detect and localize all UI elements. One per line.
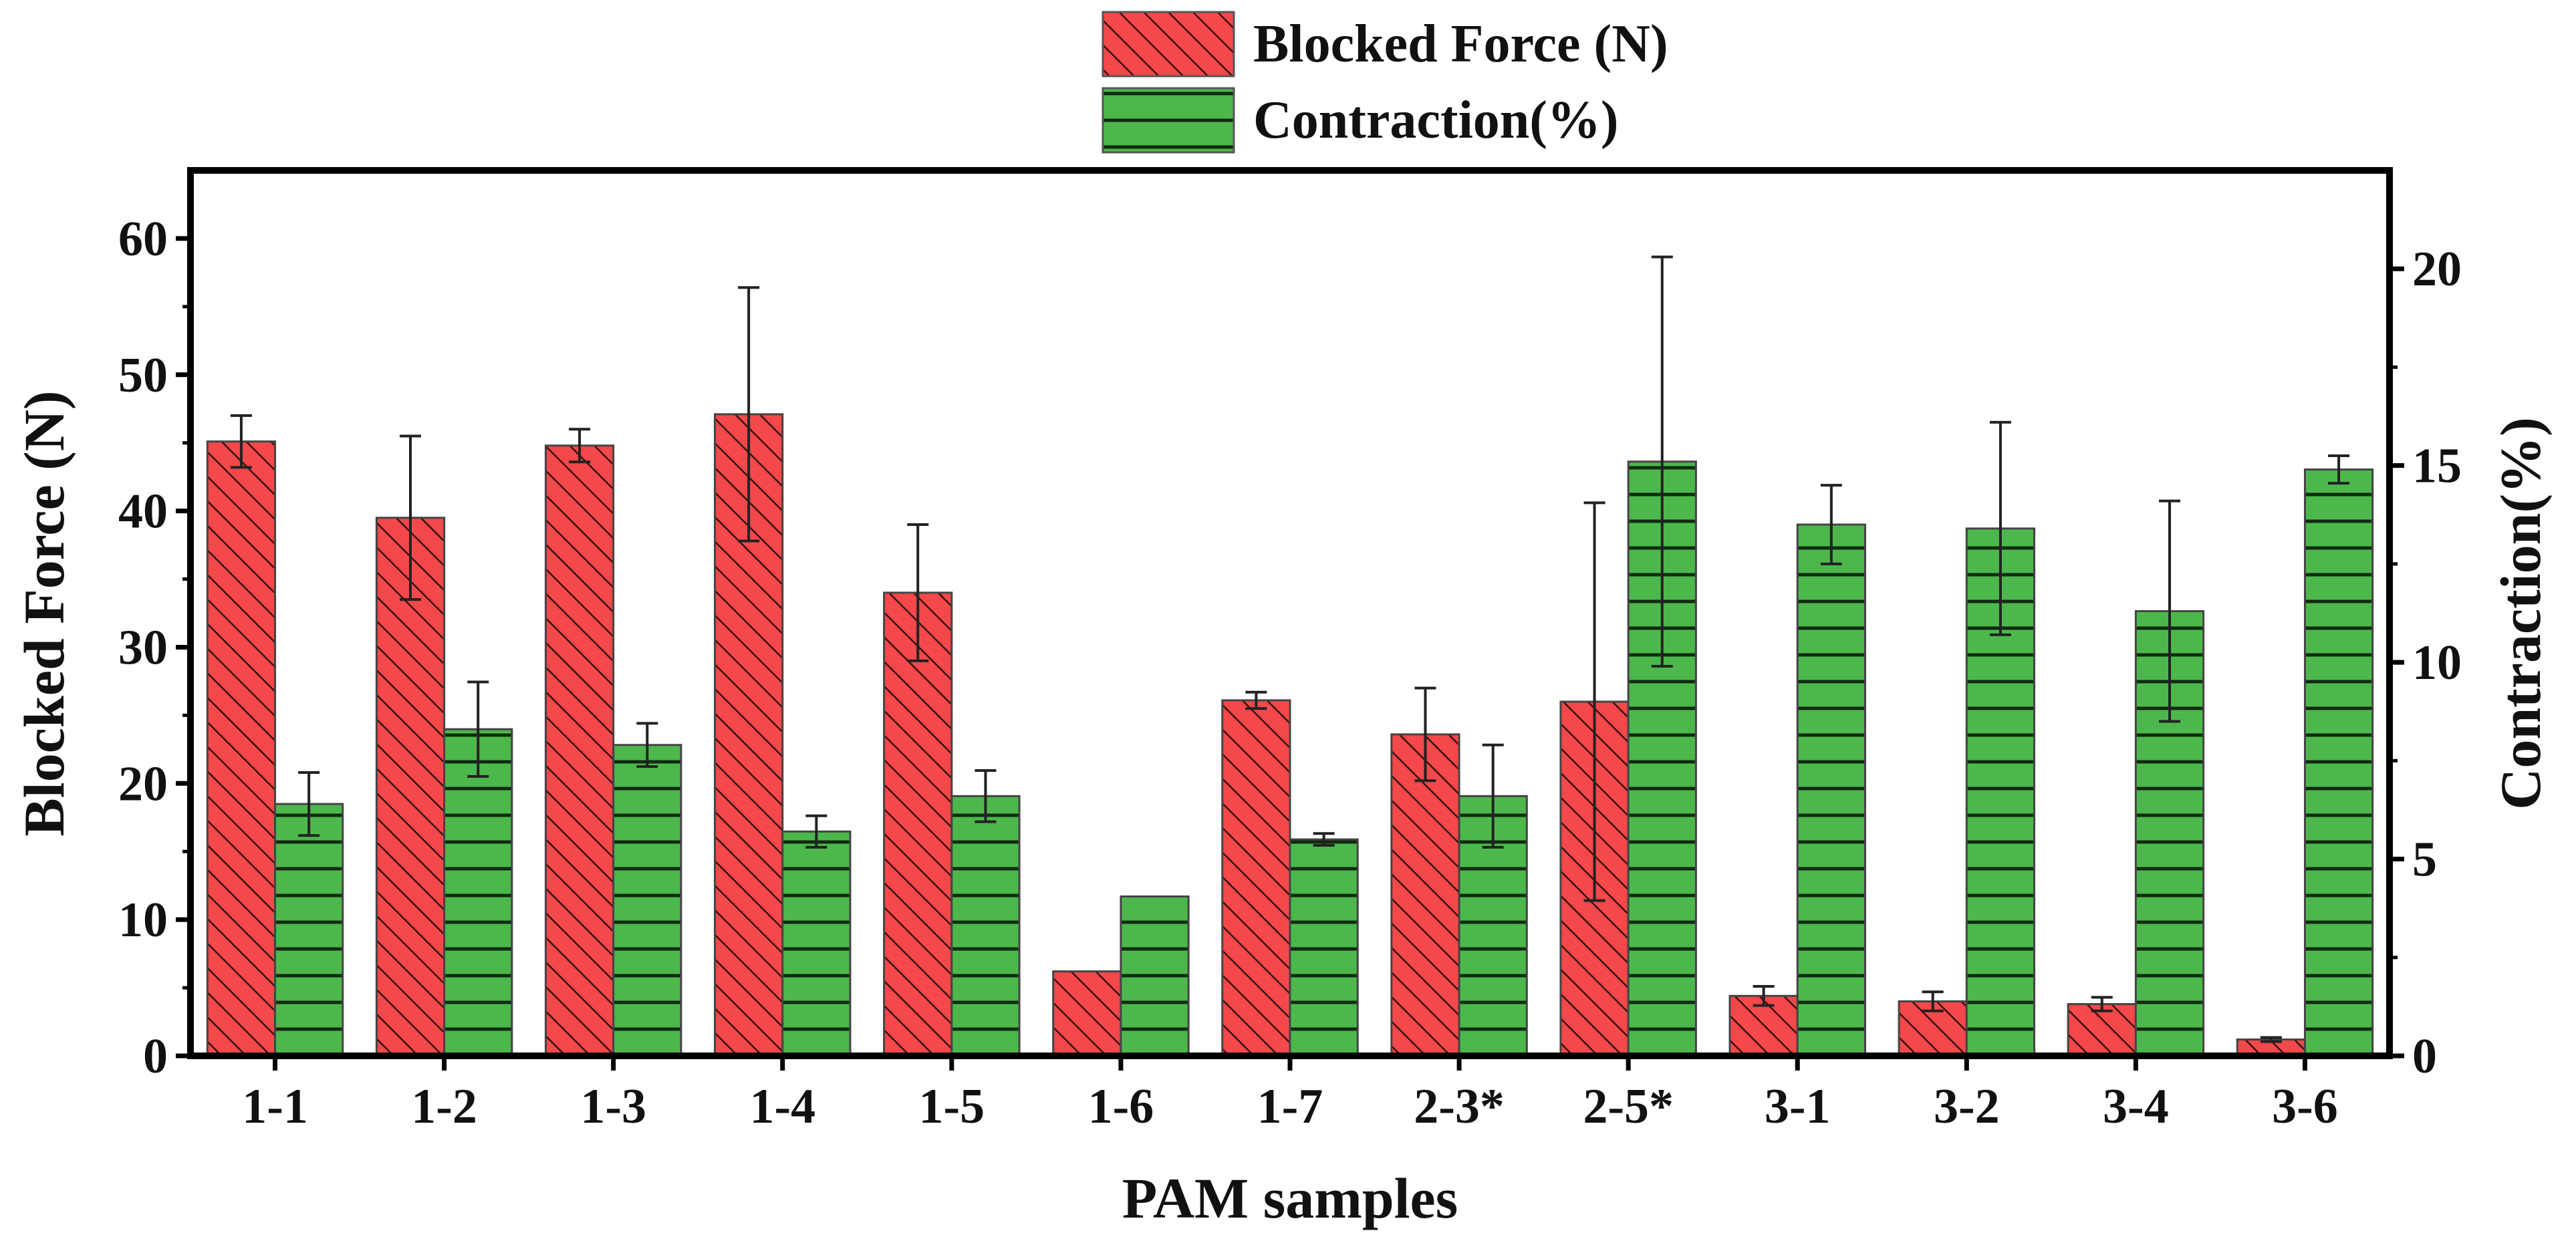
left-tick-label: 40	[118, 484, 168, 539]
right-tick-label: 5	[2412, 833, 2437, 887]
bar-blocked-force-1-3	[544, 444, 615, 1057]
x-tick-label-1-3: 1-3	[580, 1079, 646, 1134]
error-bar-blocked-force-2-5*	[1583, 501, 1605, 902]
error-bar-blocked-force-1-3	[569, 428, 591, 464]
error-bar-blocked-force-3-4	[2091, 996, 2113, 1012]
bar-blocked-force-1-5	[883, 591, 953, 1057]
error-bar-blocked-force-3-1	[1753, 985, 1775, 1007]
x-axis-title: PAM samples	[1122, 1166, 1458, 1230]
left-tick-label: 20	[118, 756, 168, 811]
bar-blocked-force-1-7	[1221, 699, 1291, 1057]
x-tick-label-1-7: 1-7	[1257, 1079, 1323, 1134]
bar-blocked-force-1-1	[206, 440, 277, 1057]
error-bar-contraction-3-2	[1989, 420, 2011, 636]
error-bar-contraction-1-2	[467, 680, 489, 778]
right-tick-label: 20	[2412, 242, 2462, 297]
left-tick-label: 10	[118, 893, 168, 948]
error-bar-contraction-1-7	[1313, 832, 1335, 847]
bars-group	[206, 413, 2374, 1057]
error-bar-blocked-force-1-5	[907, 523, 929, 662]
right-tick-label: 0	[2412, 1029, 2437, 1084]
left-tick-label: 50	[118, 348, 168, 403]
x-tick-label-3-2: 3-2	[1934, 1079, 2000, 1134]
error-bars-group	[230, 255, 2350, 1043]
error-bar-blocked-force-1-4	[738, 286, 760, 543]
legend-label-contraction: Contraction(%)	[1253, 91, 1619, 150]
error-bar-blocked-force-1-7	[1245, 690, 1267, 710]
error-bar-contraction-2-5*	[1651, 255, 1673, 668]
legend: Blocked Force (N) Contraction(%)	[1102, 11, 1668, 154]
error-bar-contraction-3-6	[2328, 454, 2350, 485]
legend-swatch-blocked-force	[1102, 11, 1235, 78]
error-bar-contraction-1-3	[636, 722, 658, 769]
left-tick-label: 30	[118, 620, 168, 675]
legend-label-blocked-force: Blocked Force (N)	[1253, 15, 1668, 74]
error-bar-blocked-force-2-3*	[1414, 686, 1436, 783]
left-axis-title: Blocked Force (N)	[12, 390, 76, 836]
bar-contraction-1-1	[274, 803, 344, 1057]
bar-contraction-1-4	[781, 830, 852, 1057]
error-bar-blocked-force-3-2	[1922, 990, 1944, 1012]
error-bar-contraction-1-1	[298, 771, 320, 837]
bar-blocked-force-2-3*	[1390, 733, 1460, 1057]
bar-contraction-3-6	[2303, 468, 2374, 1057]
legend-swatch-contraction	[1102, 87, 1235, 154]
error-bar-blocked-force-3-6	[2260, 1036, 2282, 1043]
bar-contraction-1-5	[950, 795, 1021, 1057]
x-tick-label-1-5: 1-5	[919, 1079, 985, 1134]
error-bar-blocked-force-1-2	[400, 434, 421, 601]
left-axis-ticks: 0 10 20 30 40 50 60	[118, 212, 190, 1084]
right-axis-ticks: 0 5 10 15 20	[2390, 242, 2462, 1084]
right-tick-label: 10	[2412, 636, 2462, 690]
bar-blocked-force-1-2	[375, 517, 446, 1057]
error-bar-contraction-3-1	[1820, 484, 1842, 565]
error-bar-contraction-2-3*	[1482, 743, 1504, 849]
x-tick-label-1-6: 1-6	[1088, 1079, 1154, 1134]
left-tick-label: 0	[143, 1029, 168, 1084]
x-axis-ticks: 1-1 1-2 1-3 1-4 1-5 1-6 1-7 2-3* 2-5* 3-1 3-2 3-4 3-…	[242, 1056, 2338, 1134]
bar-contraction-1-6	[1120, 895, 1190, 1057]
error-bar-contraction-1-4	[805, 814, 827, 849]
x-tick-label-1-2: 1-2	[411, 1079, 477, 1134]
error-bar-contraction-1-5	[975, 769, 997, 823]
right-axis-title: Contraction(%)	[2488, 417, 2553, 810]
x-tick-label-3-6: 3-6	[2272, 1079, 2338, 1134]
bar-contraction-1-2	[443, 728, 513, 1057]
x-tick-label-1-1: 1-1	[242, 1079, 308, 1134]
bar-contraction-3-1	[1796, 523, 1866, 1057]
x-tick-label-1-4: 1-4	[749, 1079, 815, 1134]
x-tick-label-3-4: 3-4	[2103, 1079, 2169, 1134]
bar-blocked-force-3-4	[2067, 1003, 2137, 1057]
left-tick-label: 60	[118, 212, 168, 267]
bar-blocked-force-1-6	[1052, 970, 1122, 1057]
x-tick-label-2-5*: 2-5*	[1583, 1079, 1674, 1134]
x-tick-label-3-1: 3-1	[1765, 1079, 1831, 1134]
right-tick-label: 15	[2412, 439, 2462, 494]
x-tick-label-2-3*: 2-3*	[1414, 1079, 1505, 1134]
error-bar-blocked-force-1-1	[230, 414, 252, 469]
bar-contraction-1-3	[612, 744, 682, 1057]
error-bar-contraction-3-4	[2159, 499, 2180, 723]
bar-contraction-1-7	[1289, 838, 1359, 1057]
